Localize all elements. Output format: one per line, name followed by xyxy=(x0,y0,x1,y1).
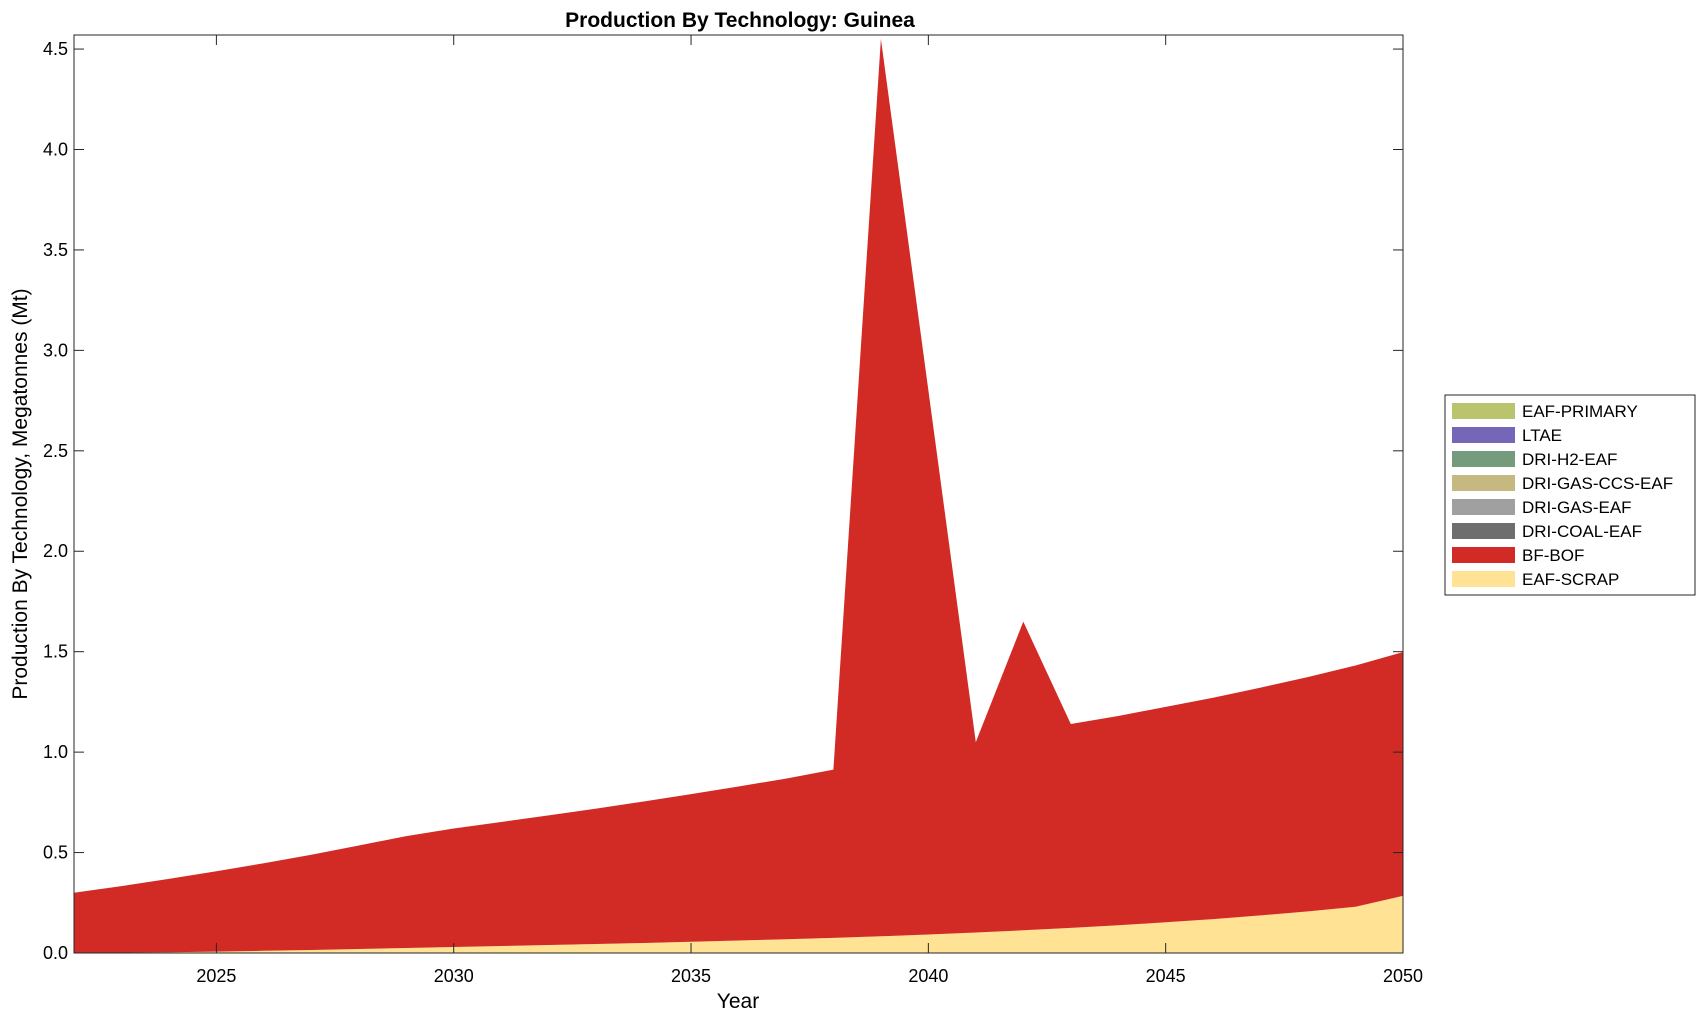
x-tick-label: 2050 xyxy=(1383,966,1423,986)
legend-swatch xyxy=(1452,523,1515,539)
legend-label: DRI-GAS-EAF xyxy=(1522,498,1632,517)
y-tick-label: 3.0 xyxy=(43,340,68,360)
legend-label: BF-BOF xyxy=(1522,546,1584,565)
area-eaf-scrap xyxy=(74,895,1403,953)
legend-label: EAF-PRIMARY xyxy=(1522,402,1638,421)
legend-swatch xyxy=(1452,403,1515,419)
y-axis-label: Production By Technology, Megatonnes (Mt… xyxy=(9,288,32,699)
x-tick-label: 2035 xyxy=(671,966,711,986)
y-tick-label: 1.5 xyxy=(43,642,68,662)
x-tick-label: 2025 xyxy=(196,966,236,986)
legend-swatch xyxy=(1452,427,1515,443)
plot-area xyxy=(74,39,1403,953)
plot-frame xyxy=(73,34,1404,954)
y-tick-label: 1.0 xyxy=(43,742,68,762)
y-tick-label: 4.5 xyxy=(43,39,68,59)
legend-swatch xyxy=(1452,451,1515,467)
area-bf-bof xyxy=(74,39,1403,953)
legend-label: DRI-H2-EAF xyxy=(1522,450,1617,469)
legend-swatch xyxy=(1452,571,1515,587)
x-tick-label: 2040 xyxy=(908,966,948,986)
y-tick-label: 2.5 xyxy=(43,441,68,461)
chart-title: Production By Technology: Guinea xyxy=(565,9,915,32)
legend-swatch xyxy=(1452,547,1515,563)
legend-box xyxy=(1444,394,1696,596)
legend-label: DRI-GAS-CCS-EAF xyxy=(1522,474,1673,493)
y-axis: 0.0 0.5 1.0 1.5 2.0 2.5 3.0 3.5 4.0 4.5 xyxy=(43,39,1403,963)
legend-swatch xyxy=(1452,475,1515,491)
y-tick-label: 2.0 xyxy=(43,541,68,561)
legend: EAF-PRIMARY LTAE DRI-H2-EAF DRI-GAS-CCS-EAF… xyxy=(1444,394,1696,596)
y-tick-label: 0.0 xyxy=(43,943,68,963)
legend-label: EAF-SCRAP xyxy=(1522,570,1619,589)
x-tick-label: 2030 xyxy=(434,966,474,986)
legend-label: DRI-COAL-EAF xyxy=(1522,522,1642,541)
legend-swatch xyxy=(1452,499,1515,515)
legend-items: EAF-PRIMARY LTAE DRI-H2-EAF DRI-GAS-CCS-EAF… xyxy=(1452,402,1673,589)
x-tick-label: 2045 xyxy=(1146,966,1186,986)
x-axis-label: Year xyxy=(717,990,759,1013)
y-tick-label: 4.0 xyxy=(43,139,68,159)
y-tick-label: 3.5 xyxy=(43,240,68,260)
y-tick-label: 0.5 xyxy=(43,843,68,863)
x-axis: 2025 2030 2035 2040 2045 2050 xyxy=(196,35,1423,986)
legend-label: LTAE xyxy=(1522,426,1562,445)
